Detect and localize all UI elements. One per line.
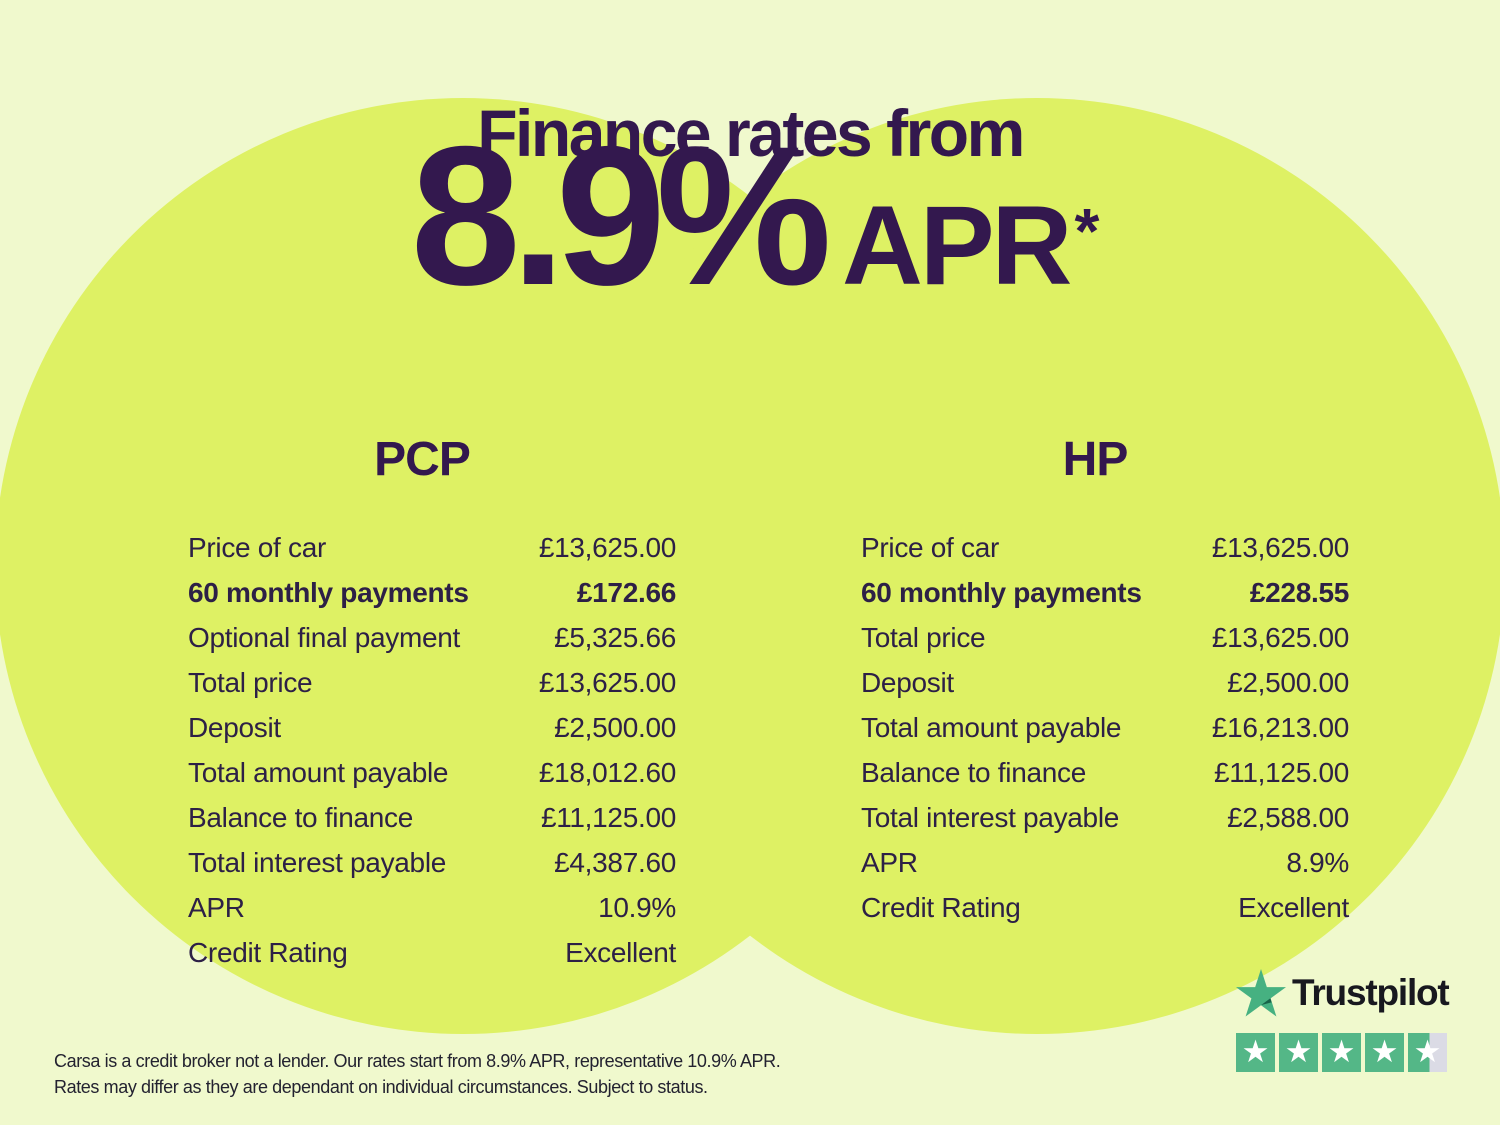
disclaimer-line-2: Rates may differ as they are dependant o… [54, 1077, 708, 1097]
trustpilot-star-icon [1236, 969, 1286, 1017]
hp-column: HP Price of car £13,625.00 60 monthly pa… [861, 395, 1349, 930]
finance-row-value: £13,625.00 [538, 531, 676, 563]
finance-row-value: £2,500.00 [1227, 666, 1349, 698]
finance-row: 60 monthly payments £172.66 [188, 570, 676, 615]
page-title: Finance rates from [477, 96, 1025, 171]
finance-row-label: Total amount payable [861, 711, 1122, 743]
hp-rows: Price of car £13,625.00 60 monthly payme… [861, 525, 1349, 930]
pcp-column: PCP Price of car £13,625.00 60 monthly p… [188, 395, 676, 975]
hero-rate-group: 8.9% APR * [10, 117, 1500, 315]
finance-row-value: £4,387.60 [554, 846, 676, 878]
finance-row: Total price £13,625.00 [861, 615, 1349, 660]
trustpilot-rating-star: ★ [1322, 1033, 1361, 1072]
finance-row-value: 8.9% [1286, 846, 1349, 878]
trustpilot-stars: ★ ★ ★ ★ ★ [1236, 1033, 1449, 1072]
finance-row-label: 60 monthly payments [188, 576, 469, 608]
column-header-hp: HP [1062, 432, 1129, 486]
finance-row-label: Credit Rating [188, 936, 348, 968]
finance-row: Total amount payable £18,012.60 [188, 750, 676, 795]
finance-row: Price of car £13,625.00 [861, 525, 1349, 570]
finance-row: 60 monthly payments £228.55 [861, 570, 1349, 615]
finance-row-value: £5,325.66 [554, 621, 676, 653]
finance-row: Optional final payment £5,325.66 [188, 615, 676, 660]
finance-row-label: APR [188, 891, 245, 923]
finance-row-value: Excellent [565, 936, 676, 968]
finance-row-label: Total price [188, 666, 313, 698]
finance-row: Total interest payable £4,387.60 [188, 840, 676, 885]
finance-row-label: Credit Rating [861, 891, 1021, 923]
finance-row-value: 10.9% [598, 891, 676, 923]
finance-row: Total interest payable £2,588.00 [861, 795, 1349, 840]
trustpilot-rating-star: ★ [1408, 1033, 1447, 1072]
finance-row-label: Total price [861, 621, 986, 653]
finance-row: APR 8.9% [861, 840, 1349, 885]
finance-row-value: £2,588.00 [1227, 801, 1349, 833]
finance-row: Deposit £2,500.00 [188, 705, 676, 750]
finance-row-value: £16,213.00 [1211, 711, 1349, 743]
finance-row-value: £228.55 [1249, 576, 1349, 608]
finance-row-value: £13,625.00 [1211, 531, 1349, 563]
finance-row-value: £13,625.00 [538, 666, 676, 698]
pcp-rows: Price of car £13,625.00 60 monthly payme… [188, 525, 676, 975]
trustpilot-rating-star: ★ [1236, 1033, 1275, 1072]
trustpilot-brand-text: Trustpilot [1292, 972, 1450, 1013]
finance-row-value: £11,125.00 [1213, 756, 1349, 788]
finance-row-label: Price of car [188, 531, 326, 563]
finance-row: APR 10.9% [188, 885, 676, 930]
finance-row-label: 60 monthly payments [861, 576, 1142, 608]
finance-row-value: £13,625.00 [1211, 621, 1349, 653]
finance-row-value: £2,500.00 [554, 711, 676, 743]
trustpilot-rating-star: ★ [1365, 1033, 1404, 1072]
finance-row-label: Deposit [188, 711, 281, 743]
finance-row-value: £172.66 [576, 576, 676, 608]
finance-row: Total price £13,625.00 [188, 660, 676, 705]
disclaimer-line-1: Carsa is a credit broker not a lender. O… [54, 1051, 781, 1071]
hero-rate-unit: APR [841, 183, 1072, 308]
finance-row-label: Total interest payable [188, 846, 447, 878]
hero-footnote-asterisk: * [1074, 195, 1100, 267]
hero-rate-value: 8.9% [410, 105, 832, 326]
finance-row-label: APR [861, 846, 918, 878]
finance-row: Credit Rating Excellent [188, 930, 676, 975]
finance-row-value: £11,125.00 [540, 801, 676, 833]
finance-row: Credit Rating Excellent [861, 885, 1349, 930]
finance-row-label: Total interest payable [861, 801, 1120, 833]
finance-row-label: Optional final payment [188, 621, 461, 653]
finance-row-label: Price of car [861, 531, 999, 563]
finance-row-label: Balance to finance [188, 801, 413, 833]
finance-row: Balance to finance £11,125.00 [188, 795, 676, 840]
finance-row-label: Balance to finance [861, 756, 1086, 788]
column-header-pcp: PCP [374, 432, 471, 486]
finance-row-value: Excellent [1238, 891, 1349, 923]
disclaimer: Carsa is a credit broker not a lender. O… [54, 1048, 781, 1100]
trustpilot-block: Trustpilot ★ ★ ★ ★ ★ [1236, 968, 1450, 1072]
finance-row-label: Deposit [861, 666, 954, 698]
trustpilot-rating-star: ★ [1279, 1033, 1318, 1072]
finance-row-label: Total amount payable [188, 756, 449, 788]
finance-row: Price of car £13,625.00 [188, 525, 676, 570]
finance-row: Balance to finance £11,125.00 [861, 750, 1349, 795]
finance-row-value: £18,012.60 [538, 756, 676, 788]
trustpilot-logo: Trustpilot [1236, 968, 1450, 1018]
finance-row: Total amount payable £16,213.00 [861, 705, 1349, 750]
background-circle-right [569, 98, 1500, 1034]
finance-row: Deposit £2,500.00 [861, 660, 1349, 705]
